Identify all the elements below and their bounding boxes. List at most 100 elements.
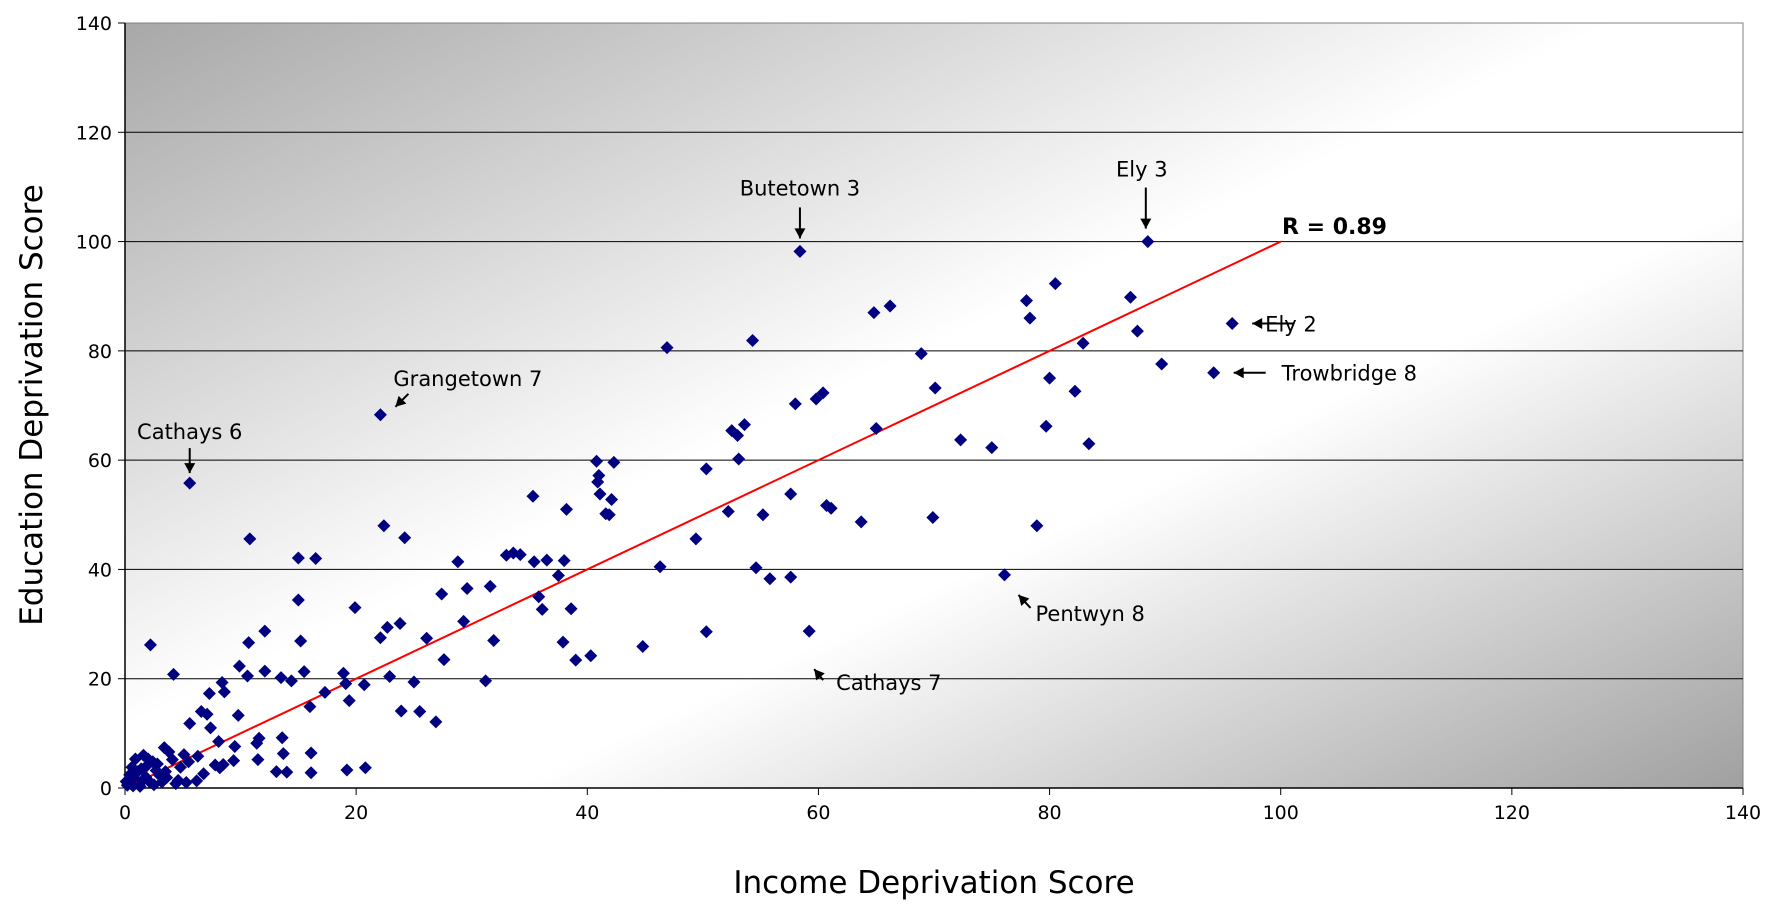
data-point [590,454,604,468]
annotation: Trowbridge 8 [1233,362,1417,386]
data-point [479,674,493,688]
data-point [413,705,427,718]
y-axis-title: Education Deprivation Score [14,184,50,626]
gridlines [125,131,1743,680]
data-point [746,333,760,347]
data-point [169,777,183,791]
data-point [689,532,703,546]
data-point [190,774,204,788]
annotation: Ely 2 [1252,313,1317,337]
data-point [788,397,802,411]
data-point [358,761,372,775]
data-point [212,735,226,749]
annotation: Ely 3 [1116,158,1168,229]
arrow-head [814,669,825,681]
data-point [809,392,823,406]
data-point [564,602,578,616]
data-point [532,590,546,604]
arrow-head [1233,367,1244,379]
data-point [1207,366,1221,380]
data-point [339,677,353,691]
data-point [140,759,154,773]
data-point [914,347,928,361]
data-point [340,763,354,777]
data-point [457,614,471,628]
data-point [242,636,256,650]
x-tick-label: 140 [1725,802,1761,824]
data-point [208,758,222,772]
data-point [303,700,317,714]
data-point [183,476,197,490]
annotation: Cathays 7 [813,668,942,695]
data-point [487,633,501,647]
data-point [241,669,255,683]
data-point [429,715,443,729]
data-point [451,555,465,569]
annotations: Butetown 3 Ely 3 Ely 2 Trowbridge 8 Grangeto… [137,158,1417,696]
data-point [1043,371,1057,385]
data-point [420,631,434,645]
data-point [660,341,674,355]
data-point [228,739,242,753]
data-point [274,671,288,685]
y-tick-label: 40 [88,559,112,581]
data-point [1023,311,1037,325]
data-point [784,487,798,501]
annotation-label: Trowbridge 8 [1281,362,1417,386]
annotation-label: Cathays 7 [836,671,941,695]
data-point [1225,317,1239,331]
x-tick-label: 120 [1494,802,1530,824]
x-tick-label: 0 [119,802,131,824]
arrow-head [395,395,407,407]
annotation-label: Grangetown 7 [393,367,542,391]
data-point [252,731,266,745]
data-point [126,779,140,793]
y-tick-label: 140 [76,13,112,35]
data-point [380,620,394,634]
y-tick-label: 20 [88,669,112,691]
data-point [143,638,157,652]
data-point [926,511,940,525]
data-point [258,624,272,638]
data-point [869,421,883,435]
annotation: Cathays 6 [137,420,242,474]
data-point [243,532,257,546]
annotation: Grangetown 7 [393,367,542,408]
data-point [318,685,332,699]
data-point [1048,277,1062,291]
data-point [383,670,397,684]
data-point [183,717,197,731]
y-tick-label: 120 [76,122,112,144]
y-tick-label: 100 [76,232,112,254]
data-point [749,561,763,575]
data-point [167,667,181,681]
data-point [653,560,667,574]
data-point [304,766,318,780]
data-point [591,475,605,489]
data-point [802,624,816,638]
data-point [258,664,272,678]
data-point [250,736,264,750]
data-point [294,634,308,648]
data-point [954,433,968,447]
data-point [557,554,571,568]
data-point [1155,357,1169,371]
data-point [1039,419,1053,433]
x-tick-label: 60 [806,802,830,824]
data-point [135,774,149,788]
r-value-label: R = 0.89 [1282,215,1387,240]
data-point [559,502,573,516]
data-point [725,424,739,438]
data-point [197,767,211,781]
data-point [985,441,999,455]
data-point [499,548,513,562]
tick-labels: 0 20 40 60 80 100 120 140 0 20 40 60 80 100 120 140 [76,13,1761,824]
data-point [1141,235,1155,249]
data-point [373,408,387,422]
x-tick-label: 20 [344,802,368,824]
data-point [191,749,205,763]
y-tick-label: 0 [100,778,112,800]
data-point [342,694,356,708]
data-point [275,731,289,745]
data-point [699,625,713,639]
